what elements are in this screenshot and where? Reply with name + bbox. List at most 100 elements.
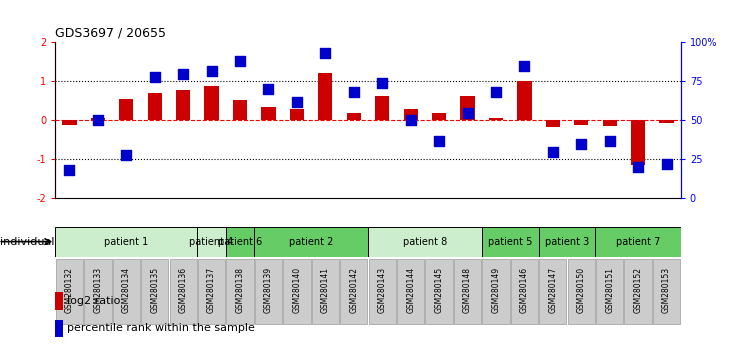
FancyBboxPatch shape bbox=[482, 227, 539, 257]
Text: GSM280149: GSM280149 bbox=[492, 267, 500, 313]
Bar bbox=[55, 292, 63, 310]
FancyBboxPatch shape bbox=[511, 259, 538, 324]
Bar bbox=[659, 120, 673, 123]
Text: GSM280150: GSM280150 bbox=[577, 267, 586, 313]
FancyBboxPatch shape bbox=[595, 227, 681, 257]
Point bbox=[291, 99, 302, 104]
FancyBboxPatch shape bbox=[254, 227, 368, 257]
Text: patient 6: patient 6 bbox=[218, 236, 262, 247]
Text: GSM280144: GSM280144 bbox=[406, 267, 415, 313]
FancyBboxPatch shape bbox=[56, 259, 83, 324]
Text: GSM280148: GSM280148 bbox=[463, 267, 472, 313]
Text: GSM280138: GSM280138 bbox=[236, 267, 244, 313]
FancyBboxPatch shape bbox=[539, 259, 567, 324]
Bar bbox=[461, 96, 475, 120]
Text: GSM280153: GSM280153 bbox=[662, 267, 671, 313]
FancyBboxPatch shape bbox=[539, 227, 595, 257]
Point bbox=[576, 141, 587, 147]
Point bbox=[121, 152, 132, 158]
Point bbox=[319, 51, 331, 56]
Bar bbox=[347, 113, 361, 120]
FancyBboxPatch shape bbox=[624, 259, 652, 324]
Bar bbox=[489, 118, 503, 120]
Text: GSM280147: GSM280147 bbox=[548, 267, 557, 313]
Text: log2 ratio: log2 ratio bbox=[67, 296, 121, 306]
Point bbox=[461, 110, 473, 115]
Text: patient 5: patient 5 bbox=[488, 236, 532, 247]
Point bbox=[490, 90, 502, 95]
Bar bbox=[375, 96, 389, 120]
FancyBboxPatch shape bbox=[141, 259, 169, 324]
Bar bbox=[261, 107, 275, 120]
Point bbox=[92, 118, 104, 123]
FancyBboxPatch shape bbox=[368, 227, 482, 257]
FancyBboxPatch shape bbox=[482, 259, 509, 324]
Point bbox=[547, 149, 559, 154]
Text: GSM280151: GSM280151 bbox=[605, 267, 615, 313]
Text: patient 4: patient 4 bbox=[189, 236, 234, 247]
Bar bbox=[631, 120, 645, 165]
Bar bbox=[290, 109, 304, 120]
FancyBboxPatch shape bbox=[425, 259, 453, 324]
Text: GSM280143: GSM280143 bbox=[378, 267, 386, 313]
Point bbox=[234, 58, 246, 64]
Text: GSM280140: GSM280140 bbox=[292, 267, 302, 313]
FancyBboxPatch shape bbox=[197, 227, 226, 257]
FancyBboxPatch shape bbox=[255, 259, 282, 324]
Point bbox=[63, 167, 75, 173]
Text: GSM280152: GSM280152 bbox=[634, 267, 643, 313]
FancyBboxPatch shape bbox=[340, 259, 367, 324]
Bar bbox=[63, 120, 77, 125]
Text: GSM280141: GSM280141 bbox=[321, 267, 330, 313]
FancyBboxPatch shape bbox=[397, 259, 424, 324]
FancyBboxPatch shape bbox=[283, 259, 311, 324]
Text: GSM280137: GSM280137 bbox=[207, 267, 216, 313]
Point bbox=[205, 68, 217, 73]
Text: GSM280132: GSM280132 bbox=[65, 267, 74, 313]
Bar bbox=[119, 99, 133, 120]
FancyBboxPatch shape bbox=[113, 259, 140, 324]
FancyBboxPatch shape bbox=[198, 259, 225, 324]
Bar bbox=[91, 118, 105, 120]
Point bbox=[661, 161, 673, 167]
Text: GSM280135: GSM280135 bbox=[150, 267, 159, 313]
Point bbox=[434, 138, 445, 143]
FancyBboxPatch shape bbox=[312, 259, 339, 324]
FancyBboxPatch shape bbox=[226, 227, 254, 257]
Text: patient 2: patient 2 bbox=[289, 236, 333, 247]
Text: GSM280142: GSM280142 bbox=[350, 267, 358, 313]
Text: patient 8: patient 8 bbox=[403, 236, 447, 247]
Text: patient 1: patient 1 bbox=[105, 236, 149, 247]
Bar bbox=[205, 86, 219, 120]
Bar bbox=[603, 120, 617, 126]
Point bbox=[604, 138, 615, 143]
Bar bbox=[574, 120, 588, 125]
Text: percentile rank within the sample: percentile rank within the sample bbox=[67, 324, 255, 333]
Point bbox=[149, 74, 160, 80]
Point bbox=[348, 90, 360, 95]
FancyBboxPatch shape bbox=[227, 259, 254, 324]
Text: patient 7: patient 7 bbox=[616, 236, 660, 247]
Bar bbox=[318, 73, 333, 120]
Text: patient 3: patient 3 bbox=[545, 236, 590, 247]
FancyBboxPatch shape bbox=[653, 259, 680, 324]
FancyBboxPatch shape bbox=[84, 259, 112, 324]
Text: GSM280136: GSM280136 bbox=[179, 267, 188, 313]
Point bbox=[405, 118, 417, 123]
Bar bbox=[233, 100, 247, 120]
Point bbox=[177, 71, 189, 76]
Bar bbox=[432, 113, 446, 120]
Text: individual: individual bbox=[0, 236, 54, 247]
FancyBboxPatch shape bbox=[169, 259, 197, 324]
Text: GDS3697 / 20655: GDS3697 / 20655 bbox=[55, 27, 166, 40]
Bar bbox=[403, 109, 418, 120]
Bar bbox=[517, 81, 531, 120]
Text: GSM280145: GSM280145 bbox=[434, 267, 444, 313]
Text: GSM280133: GSM280133 bbox=[93, 267, 102, 313]
FancyBboxPatch shape bbox=[369, 259, 396, 324]
Bar bbox=[55, 320, 63, 337]
FancyBboxPatch shape bbox=[55, 227, 197, 257]
Point bbox=[632, 164, 644, 170]
Bar bbox=[148, 93, 162, 120]
Bar bbox=[176, 90, 191, 120]
